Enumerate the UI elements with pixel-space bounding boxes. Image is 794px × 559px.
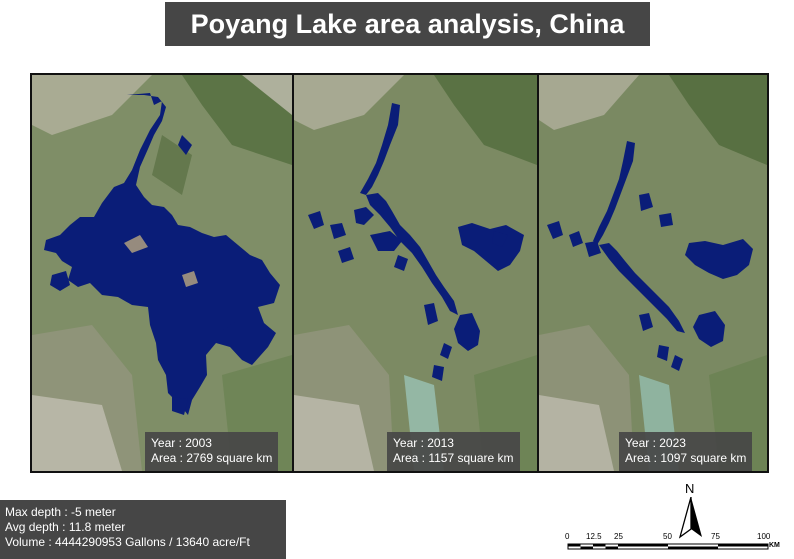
water-area-2023 [547, 141, 753, 371]
scale-tick-0: 0 [565, 532, 570, 541]
caption-2003: Year : 2003 Area : 2769 square km [145, 432, 279, 471]
depth-volume-stats: Max depth : -5 meter Avg depth : 11.8 me… [0, 500, 286, 559]
panel-divider [292, 75, 294, 471]
satellite-imagery-2003 [32, 75, 292, 471]
map-panels: Year : 2003 Area : 2769 square km [30, 73, 769, 473]
volume: Volume : 4444290953 Gallons / 13640 acre… [5, 535, 250, 549]
avg-depth: Avg depth : 11.8 meter [5, 520, 126, 534]
map-title: Poyang Lake area analysis, China [165, 2, 650, 46]
scale-bar-graphic [567, 543, 769, 550]
caption-2023: Year : 2023 Area : 1097 square km [619, 432, 753, 471]
map-panel-2023[interactable]: Year : 2023 Area : 1097 square km [539, 75, 767, 471]
north-label: N [685, 481, 695, 496]
scale-tick-100: 100 [757, 532, 771, 541]
year-label: Year : 2013 [393, 436, 454, 450]
north-arrow: N [676, 481, 706, 541]
satellite-imagery-2023 [539, 75, 767, 471]
scale-unit: KM [769, 542, 780, 549]
scale-tick-25: 25 [614, 532, 623, 541]
caption-2013: Year : 2013 Area : 1157 square km [387, 432, 520, 471]
year-label: Year : 2023 [625, 436, 686, 450]
water-area-2013 [308, 103, 524, 381]
scale-tick-75: 75 [711, 532, 720, 541]
year-label: Year : 2003 [151, 436, 212, 450]
scale-tick-12.5: 12.5 [586, 532, 602, 541]
area-label: Area : 2769 square km [151, 451, 273, 465]
map-panel-2003[interactable]: Year : 2003 Area : 2769 square km [32, 75, 292, 471]
scale-tick-50: 50 [663, 532, 672, 541]
max-depth: Max depth : -5 meter [5, 505, 116, 519]
map-panel-2013[interactable]: Year : 2013 Area : 1157 square km [294, 75, 537, 471]
scale-bar: 0 12.5 25 50 75 100 KM [560, 532, 790, 559]
water-area-2003 [44, 93, 280, 415]
area-label: Area : 1097 square km [625, 451, 747, 465]
north-arrow-icon [678, 497, 702, 539]
area-label: Area : 1157 square km [393, 451, 514, 465]
satellite-imagery-2013 [294, 75, 537, 471]
panel-divider [537, 75, 539, 471]
